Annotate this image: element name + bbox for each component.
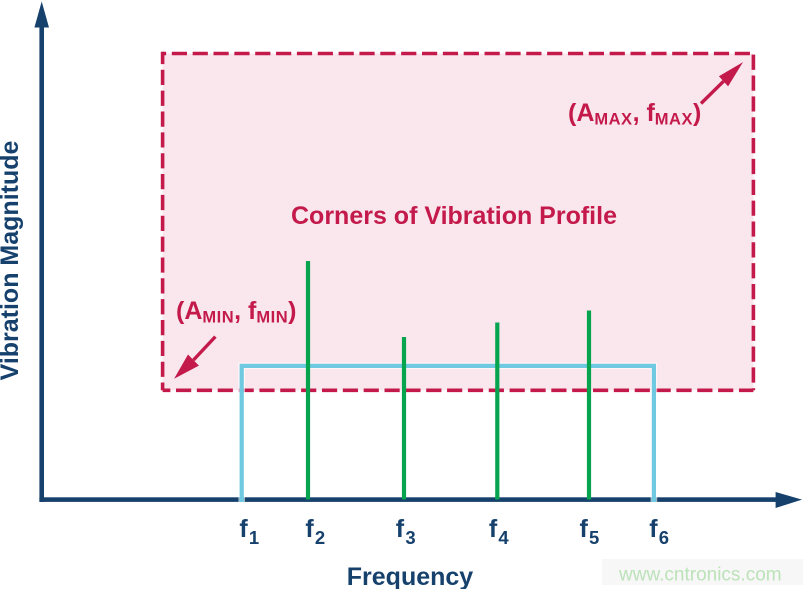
svg-text:Corners of Vibration Profile: Corners of Vibration Profile <box>291 202 617 230</box>
svg-text:Frequency: Frequency <box>347 563 474 589</box>
svg-text:www.cntronics.com: www.cntronics.com <box>618 565 782 586</box>
svg-text:Vibration Magnitude: Vibration Magnitude <box>0 140 24 380</box>
